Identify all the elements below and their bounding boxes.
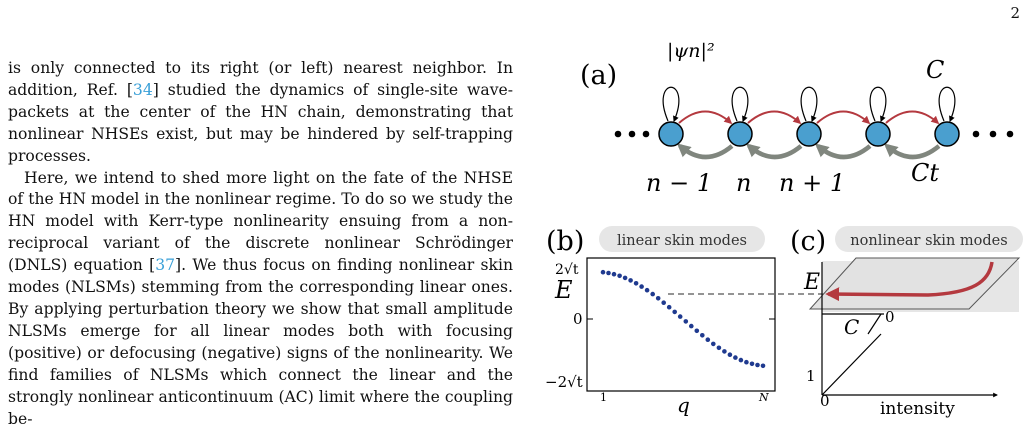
ytick-zero: 0 <box>573 310 583 328</box>
skin-mode-point <box>722 349 727 354</box>
c-one-label: 1 <box>806 367 816 385</box>
panel-a-tag: (a) <box>580 60 617 91</box>
ellipsis-left <box>614 130 650 138</box>
skin-mode-point <box>716 345 722 351</box>
left-hop-label: Ct <box>911 159 939 187</box>
skin-mode-point <box>700 333 705 338</box>
site-label-n-minus-1: n − 1 <box>646 169 712 197</box>
ellipsis-right <box>972 130 1014 138</box>
nonlinear-mode-curve <box>825 261 994 302</box>
skin-mode-point <box>622 275 628 281</box>
ytick-top: 2√t <box>555 262 579 278</box>
skin-mode-point <box>683 319 689 324</box>
c-origin-label: 0 <box>820 392 830 410</box>
page-number: 2 <box>1010 4 1020 22</box>
linear-skin-mode-points <box>600 269 766 369</box>
paragraph-1: is only connected to its right (or left)… <box>8 59 514 165</box>
left-hopping-arrow <box>745 143 803 160</box>
b-ylabel: E <box>554 276 573 304</box>
self-loop-arrow <box>869 86 887 123</box>
skin-mode-point <box>650 291 655 297</box>
skin-mode-point <box>689 323 694 329</box>
right-hopping-arrows <box>678 110 940 125</box>
skin-mode-point <box>755 362 760 368</box>
citation-link[interactable]: 37 <box>155 256 176 275</box>
self-loops <box>662 86 956 123</box>
xtick-first: 1 <box>600 391 607 404</box>
skin-mode-point <box>628 278 633 283</box>
left-hopping-arrows <box>676 143 941 160</box>
skin-mode-point <box>677 314 683 319</box>
intensity-label: intensity <box>880 399 955 419</box>
skin-mode-point <box>733 355 738 360</box>
skin-mode-point <box>705 337 711 343</box>
skin-mode-point <box>611 271 617 277</box>
panel-b-chip <box>599 226 765 252</box>
skin-mode-point <box>639 284 644 289</box>
paragraph-2: Here, we intend to shed more light on th… <box>8 168 514 428</box>
lattice-site <box>796 121 822 147</box>
panel-c-chip-label: nonlinear skin modes <box>850 233 1007 249</box>
panel-b-frame <box>586 257 776 392</box>
figure: (a) |ψn|² C Ct n − 1 n n + 1 (b) linear … <box>545 40 1023 419</box>
psi-label: |ψn|² <box>667 40 715 62</box>
skin-mode-point <box>666 304 672 310</box>
self-loop-arrow <box>662 86 680 123</box>
panel-c-chip <box>835 226 1023 252</box>
left-hopping-arrow <box>814 143 872 160</box>
panel-b-tag: (b) <box>546 226 584 257</box>
site-label-n-plus-1: n + 1 <box>779 169 845 197</box>
skin-mode-point <box>633 281 639 286</box>
c-clabel: C <box>844 315 859 339</box>
skin-mode-point <box>727 352 733 358</box>
skin-mode-point <box>655 296 661 301</box>
skin-mode-point <box>744 359 749 365</box>
skin-mode-point <box>606 270 611 276</box>
right-hop-label: C <box>926 56 944 84</box>
lattice-site <box>658 121 684 147</box>
left-hopping-arrow <box>883 143 941 160</box>
c-axis-tick <box>867 313 882 335</box>
skin-mode-point <box>749 361 755 367</box>
c-axis <box>821 333 882 396</box>
skin-mode-point <box>672 309 677 315</box>
lattice-sites <box>658 121 960 147</box>
skin-mode-point <box>661 300 666 306</box>
xtick-last: N <box>758 391 769 404</box>
body-text: is only connected to its right (or left)… <box>8 58 513 430</box>
skin-mode-point <box>600 269 606 275</box>
lattice-site <box>934 121 960 147</box>
skin-mode-point <box>644 287 650 293</box>
ytick-bottom: −2√t <box>545 373 583 391</box>
skin-mode-point <box>760 363 766 369</box>
citation-link[interactable]: 34 <box>132 80 153 99</box>
lattice-site <box>727 121 753 147</box>
right-hopping-arrow <box>678 110 733 125</box>
right-hopping-arrow <box>885 110 940 125</box>
skin-mode-point <box>711 341 716 347</box>
self-loop-arrow <box>731 86 749 123</box>
right-hopping-arrow <box>747 110 802 125</box>
self-loop-arrow <box>938 86 956 123</box>
self-loop-arrow <box>800 86 818 123</box>
right-hopping-arrow <box>816 110 871 125</box>
b-xlabel: q <box>677 393 690 417</box>
c-zero-label: 0 <box>885 308 895 326</box>
lattice-site <box>865 121 891 147</box>
skin-mode-point <box>738 357 744 363</box>
panel-b-chip-label: linear skin modes <box>617 233 747 249</box>
site-label-n: n <box>736 169 751 197</box>
skin-mode-point <box>617 273 622 279</box>
c-elabel: E <box>803 270 820 295</box>
panel-c-tag: (c) <box>790 226 826 257</box>
skin-mode-point <box>694 328 700 334</box>
left-hopping-arrow <box>676 143 734 160</box>
